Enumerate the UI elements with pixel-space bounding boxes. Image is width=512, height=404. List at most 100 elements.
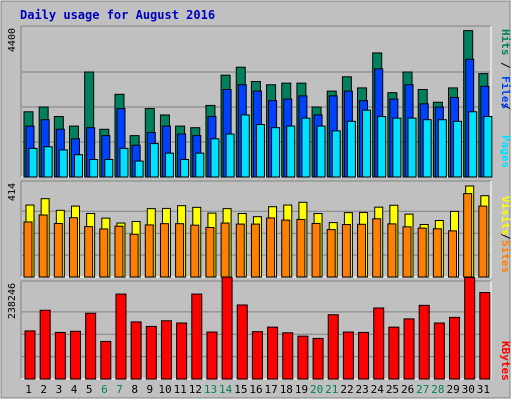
- legend-hits-panel: Pages / Files / Hits: [499, 29, 512, 168]
- bar-kbytes-day-4: [69, 330, 81, 380]
- x-tick-label-day-12: 12: [189, 383, 202, 396]
- bar-pages-day-20: [316, 125, 326, 178]
- bar-pages-day-21: [331, 130, 341, 178]
- bar-kbytes-day-9: [145, 325, 157, 380]
- x-tick-label-day-24: 24: [371, 383, 385, 396]
- bar-pages-day-9: [149, 143, 159, 178]
- bar-sites-day-18: [281, 219, 291, 278]
- legend-separator-1: /: [499, 103, 512, 110]
- panel-visits: 414: [7, 180, 492, 278]
- bar-sites-day-3: [53, 222, 63, 278]
- x-tick-label-day-11: 11: [174, 383, 187, 396]
- bar-pages-day-16: [255, 124, 265, 178]
- bar-sites-day-6: [99, 228, 109, 278]
- panel-visits-ymax-label: 414: [7, 183, 18, 201]
- panel-kbytes: 238246: [7, 276, 492, 380]
- bar-pages-day-15: [240, 114, 250, 178]
- bar-kbytes-day-8: [130, 321, 142, 380]
- x-tick-label-day-19: 19: [295, 383, 308, 396]
- bar-sites-day-25: [387, 223, 397, 278]
- bar-kbytes-day-21: [327, 314, 339, 380]
- x-tick-label-day-14: 14: [219, 383, 233, 396]
- bar-sites-day-1: [23, 221, 33, 278]
- legend-kbytes-panel: KBytes: [499, 341, 512, 381]
- bar-sites-day-5: [84, 226, 94, 278]
- bar-kbytes-day-22: [342, 331, 354, 380]
- legend-separator-2: /: [499, 62, 512, 69]
- panel-hits-ymax-label: 4400: [7, 28, 18, 52]
- x-tick-label-day-8: 8: [131, 383, 138, 396]
- panel-hits: 4400: [7, 25, 493, 178]
- bar-pages-day-3: [58, 149, 68, 178]
- x-tick-label-day-1: 1: [25, 383, 32, 396]
- bar-kbytes-day-3: [54, 331, 66, 380]
- bar-pages-day-22: [346, 120, 356, 178]
- x-tick-label-day-27: 27: [416, 383, 429, 396]
- panel-kbytes-ymax-label: 238246: [7, 283, 18, 319]
- bar-kbytes-day-27: [418, 304, 430, 380]
- bar-kbytes-day-17: [267, 326, 279, 380]
- legend-visits-panel: Sites / Visits: [499, 196, 512, 273]
- bar-pages-day-13: [210, 138, 220, 178]
- bar-kbytes-day-14: [221, 276, 233, 380]
- bar-sites-day-31: [478, 205, 488, 278]
- bar-sites-day-8: [129, 233, 139, 278]
- x-tick-label-day-21: 21: [325, 383, 338, 396]
- x-tick-label-day-16: 16: [249, 383, 262, 396]
- bar-sites-day-15: [235, 223, 245, 278]
- x-tick-label-day-26: 26: [401, 383, 414, 396]
- bar-pages-day-24: [377, 116, 387, 178]
- bar-kbytes-day-13: [206, 331, 218, 380]
- bar-pages-day-29: [453, 120, 463, 178]
- legend-hits: Hits: [499, 29, 512, 56]
- bar-pages-day-26: [407, 117, 417, 178]
- bar-kbytes-day-7: [115, 293, 127, 380]
- bar-kbytes-day-18: [282, 332, 294, 380]
- bar-sites-day-12: [190, 224, 200, 278]
- bar-sites-day-19: [296, 218, 306, 278]
- x-tick-label-day-7: 7: [116, 383, 123, 396]
- bar-kbytes-day-15: [236, 304, 248, 380]
- legend-pages: Pages: [499, 135, 512, 168]
- bar-kbytes-day-6: [100, 340, 112, 380]
- bar-kbytes-day-12: [191, 293, 203, 380]
- bar-pages-day-17: [271, 127, 281, 178]
- bar-sites-day-27: [417, 227, 427, 278]
- bar-sites-day-20: [311, 222, 321, 278]
- bar-pages-day-14: [225, 133, 235, 178]
- bar-kbytes-day-10: [160, 320, 172, 380]
- bar-pages-day-1: [28, 147, 38, 178]
- x-tick-label-day-18: 18: [280, 383, 293, 396]
- x-tick-label-day-25: 25: [386, 383, 399, 396]
- x-tick-label-day-28: 28: [431, 383, 444, 396]
- bar-kbytes-day-5: [85, 312, 97, 380]
- x-tick-label-day-17: 17: [265, 383, 278, 396]
- bar-sites-day-22: [341, 224, 351, 278]
- bar-pages-day-25: [392, 117, 402, 178]
- x-tick-label-day-20: 20: [310, 383, 323, 396]
- bar-sites-day-26: [402, 226, 412, 278]
- x-axis-tick-labels: 1 2 3 4 5 6 7 8 9 10 11 12 13 14 15 16 17 18 19 20 21 22 23 24 2…: [25, 383, 490, 396]
- bar-pages-day-4: [73, 154, 83, 178]
- x-tick-label-day-4: 4: [71, 383, 78, 396]
- bar-sites-day-14: [220, 222, 230, 278]
- bar-kbytes-day-20: [312, 337, 324, 380]
- bar-sites-day-13: [205, 226, 215, 278]
- chart-title: Daily usage for August 2016: [20, 8, 215, 22]
- bar-kbytes-day-11: [176, 322, 188, 380]
- bar-sites-day-23: [357, 223, 367, 278]
- legend-files: Files: [499, 76, 512, 109]
- x-tick-label-day-10: 10: [158, 383, 171, 396]
- legend-visits: Visits: [499, 196, 512, 236]
- bar-sites-day-9: [144, 224, 154, 278]
- x-tick-label-day-23: 23: [356, 383, 369, 396]
- bar-sites-day-17: [266, 217, 276, 278]
- bar-sites-day-21: [326, 229, 336, 278]
- legend-kbytes: KBytes: [499, 341, 512, 381]
- bar-pages-day-6: [104, 159, 114, 178]
- bar-pages-day-12: [195, 152, 205, 178]
- bar-pages-day-11: [180, 159, 190, 178]
